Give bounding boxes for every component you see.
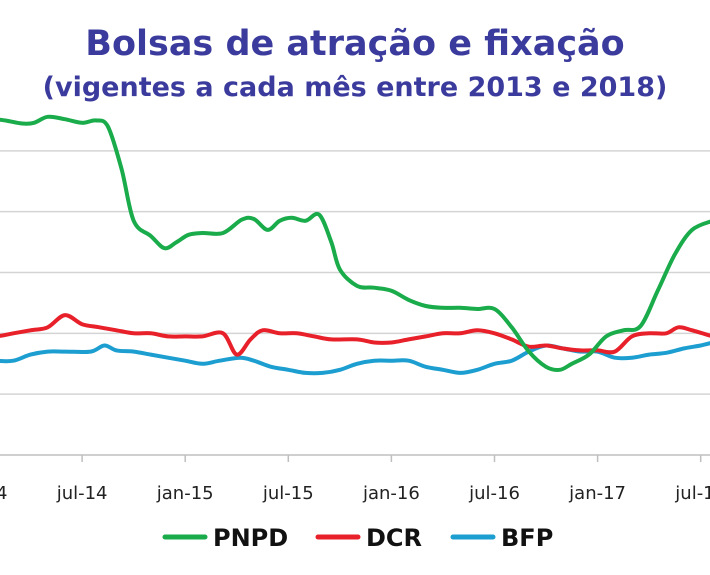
x-tick-label: jul-14 [56, 483, 108, 504]
chart-subtitle: (vigentes a cada mês entre 2013 e 2018) [42, 72, 668, 103]
x-axis: jan-14 jul-14 jan-15 jul-15 jan-16 jul-16 jan-… [0, 455, 710, 504]
gridlines [0, 150, 710, 456]
x-tick-label: jan-17 [568, 483, 626, 504]
x-tick-label: jan-14 [0, 483, 7, 504]
series-line-pnpd [0, 114, 710, 372]
chart-title: Bolsas de atração e fixação [85, 24, 625, 64]
legend-label-pnpd: PNPD [213, 524, 288, 552]
x-tick-label: jan-15 [156, 483, 214, 504]
legend-label-bfp: BFP [501, 524, 553, 552]
x-tick-label: jul-17 [674, 483, 710, 504]
series-line-dcr [0, 313, 710, 357]
x-tick-label: jan-16 [362, 483, 420, 504]
legend: PNPD DCR BFP [162, 524, 553, 552]
legend-label-dcr: DCR [366, 524, 422, 552]
series-line-bfp [0, 341, 710, 376]
x-tick-label: jul-16 [468, 483, 520, 504]
x-tick-label: jul-15 [262, 483, 314, 504]
series-lines [0, 114, 710, 376]
